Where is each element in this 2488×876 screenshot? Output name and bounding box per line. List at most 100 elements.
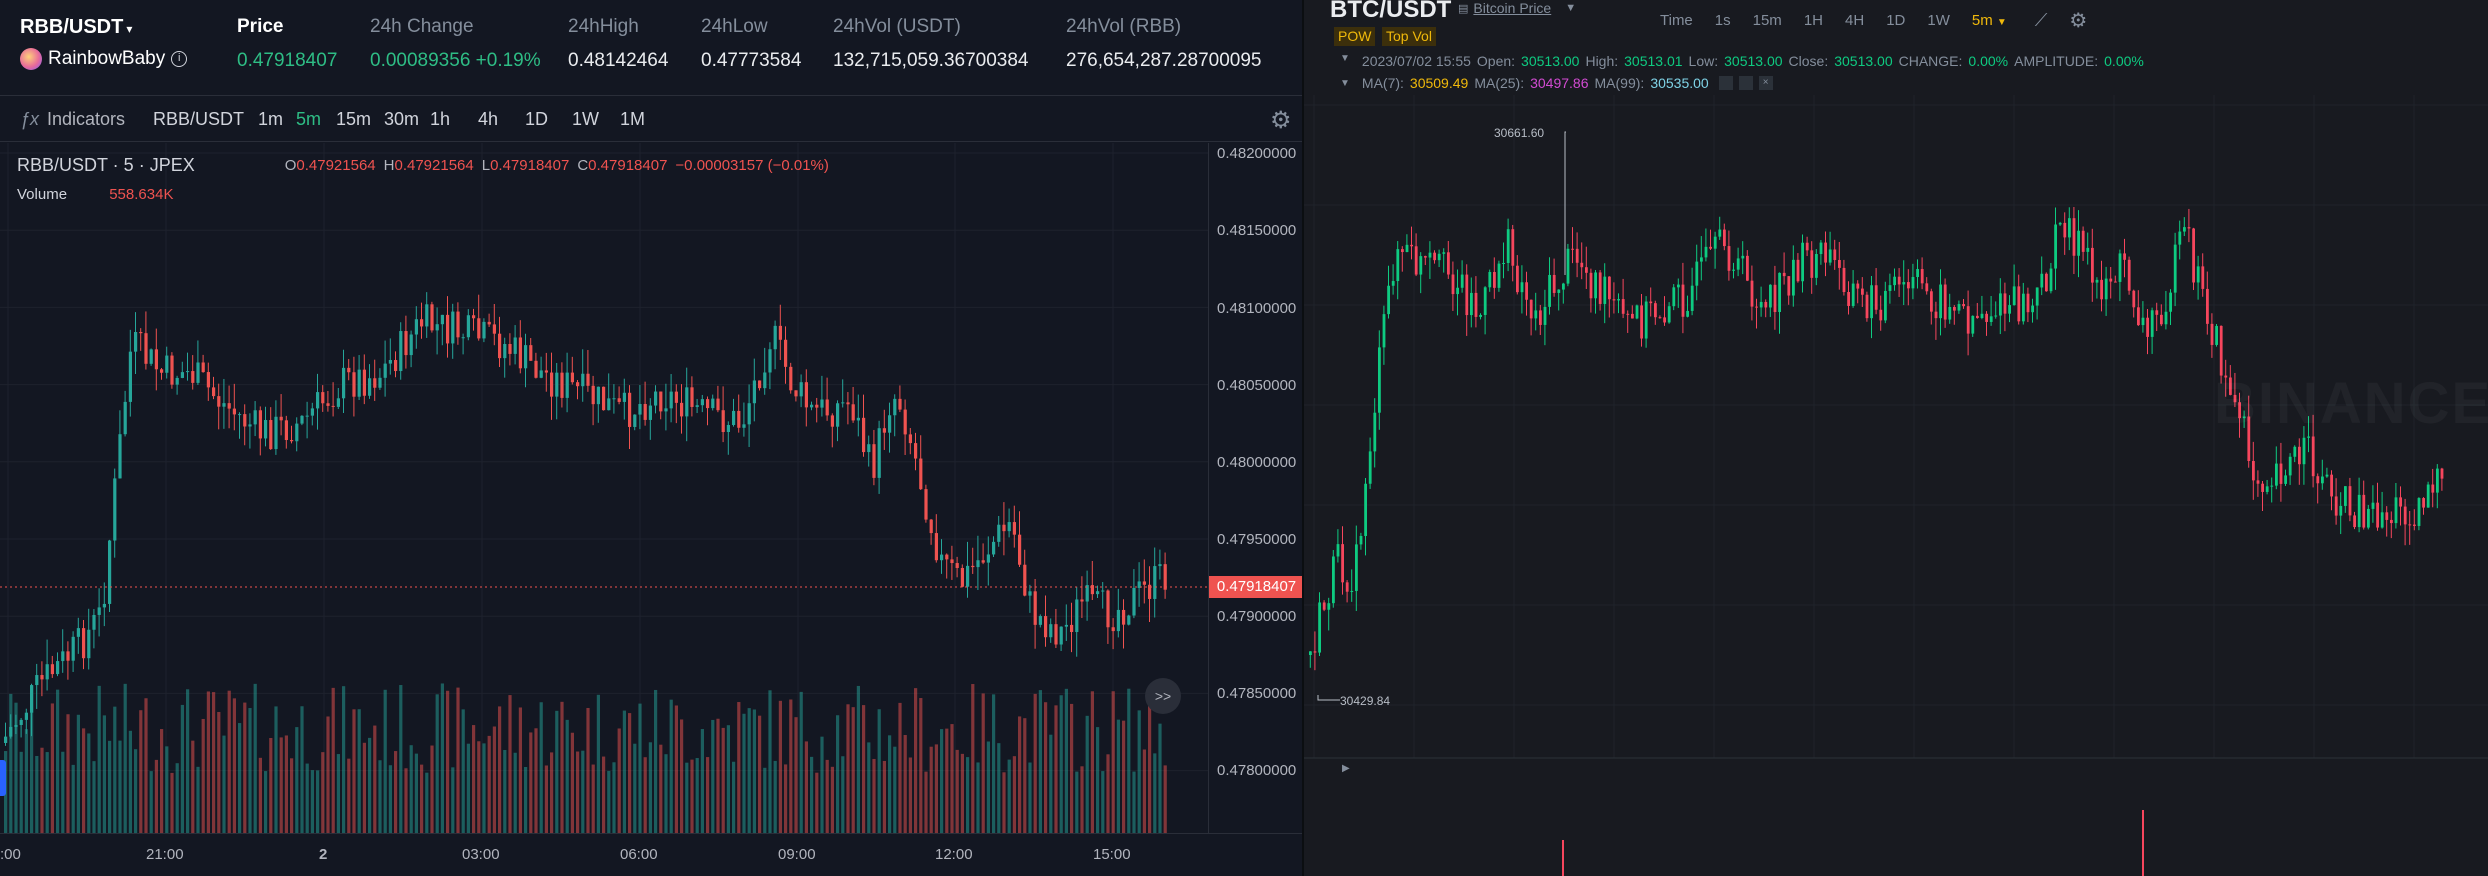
tf-5m[interactable]: 5m [296,109,322,129]
btc-tf-1s[interactable]: 1s [1714,12,1731,29]
indicator-chart-icon[interactable]: ⟋ [2034,10,2048,30]
dropdown-caret-icon: ▼ [1565,2,1577,14]
candle-body [773,325,777,350]
candle-body [222,403,226,407]
candle-body [2081,230,2085,252]
volume-bar [570,732,574,833]
bitcoin-price-link[interactable]: ▤ Bitcoin Price ▼ [1458,0,1576,16]
rbb-candle-chart[interactable] [0,143,1208,833]
candle-body [451,311,455,344]
time-axis[interactable]: :00 21:00 2 03:00 06:00 09:00 12:00 15:0… [0,833,1304,876]
candle-body [1054,624,1058,645]
candle-body [1516,265,1519,293]
candle-body [810,404,814,408]
candle-body [908,434,912,444]
volume-pane-caret-icon[interactable]: ▶ [1342,763,1350,774]
candle-body [446,314,450,344]
candle-body [2376,502,2379,528]
high-label: High: [1585,53,1619,69]
low-marker-label: 30429.84 [1340,694,1391,708]
btc-tf-4h[interactable]: 4H [1845,12,1865,29]
candle-body [1585,267,1588,273]
candle-body [1782,272,1786,277]
candle-body [295,423,299,442]
candle-body [768,349,772,373]
symbol-button[interactable]: RBB/USDT [153,109,245,129]
btc-tf-15m[interactable]: 15m [1752,12,1782,29]
candle-body [2077,230,2080,256]
tf-15m[interactable]: 15m [336,109,372,129]
candle-body [586,373,590,386]
candle-body [1663,317,1666,323]
collapse-caret-icon[interactable]: ▼ [1340,53,1350,64]
candle-body [430,304,434,331]
volume-bar [1090,691,1094,833]
candle-body [1617,299,1620,301]
btc-tf-1d[interactable]: 1D [1886,12,1906,29]
btc-tf-5m-selected[interactable]: 5m ▼ [1972,12,2007,29]
tf-1d[interactable]: 1D [525,109,549,129]
left-edge-handle[interactable] [0,760,6,796]
candle-body [1345,582,1349,592]
low-value: 0.47773584 [701,50,802,71]
indicators-button[interactable]: ƒx Indicators [20,109,125,130]
candle-body [1713,236,1717,249]
candle-body [2068,218,2071,238]
info-icon[interactable]: i [171,51,188,67]
candle-body [1971,315,1975,334]
candle-body [1153,566,1157,599]
candle-body [742,424,746,428]
candle-body [799,382,803,397]
volume-bar [30,685,34,833]
candle-body [45,664,49,680]
candle-body [97,607,101,615]
btc-tf-1h[interactable]: 1H [1803,12,1823,29]
tf-1h[interactable]: 1h [430,109,451,129]
volume-bar [482,743,486,833]
tf-1w[interactable]: 1W [572,109,599,129]
candle-body [310,408,314,416]
candle-body [1424,256,1427,258]
volume-bar [862,705,866,833]
tag-pow[interactable]: POW [1334,27,1376,46]
candle-body [2173,244,2177,293]
candle-body [477,318,481,339]
settings-gear-icon[interactable]: ⚙ [2069,10,2088,32]
candle-body [836,403,840,427]
candle-body [2183,227,2186,232]
tf-1m[interactable]: 1m [258,109,284,129]
volume-bar [669,699,673,833]
candle-body [1824,242,1827,263]
close-icon[interactable]: × [1758,76,1773,90]
tf-4h[interactable]: 4h [478,109,499,129]
candle-body [2150,310,2154,337]
candle-body [1746,255,1749,281]
tf-30m[interactable]: 30m [384,109,420,129]
price-axis[interactable]: 0.48200000 0.48150000 0.48100000 0.48050… [1208,143,1304,833]
volume-bar [617,728,621,833]
tag-top-vol[interactable]: Top Vol [1382,27,1436,46]
candle-body [50,664,54,675]
candle-body [2058,222,2062,225]
eye-icon[interactable] [1718,76,1733,90]
candle-body [1070,624,1074,633]
candle-body [2367,508,2370,528]
candle-body [960,567,964,587]
pair-selector[interactable]: RBB/USDT ▾ [20,16,132,39]
candle-body [269,420,273,450]
settings-icon[interactable] [1738,76,1753,90]
candle-body [1382,314,1386,348]
btc-candle-chart[interactable] [1304,95,2488,876]
tf-1m-month[interactable]: 1M [620,109,646,129]
settings-gear-icon[interactable]: ⚙ [1270,107,1292,134]
ma7-label: MA(7): [1361,75,1404,91]
candle-body [695,405,699,407]
collapse-caret-icon[interactable]: ▼ [1340,77,1350,89]
candle-body [1023,564,1027,596]
btc-tf-1w[interactable]: 1W [1927,12,1950,29]
volume-bar [414,753,418,833]
legend-l-value: 0.47918407 [490,157,570,174]
ohlc-info-row: ▼ 2023/07/02 15:55 Open: 30513.00 High: 30… [1340,53,2144,69]
candle-body [4,736,8,743]
scroll-to-realtime-button[interactable]: >> [1145,678,1181,714]
